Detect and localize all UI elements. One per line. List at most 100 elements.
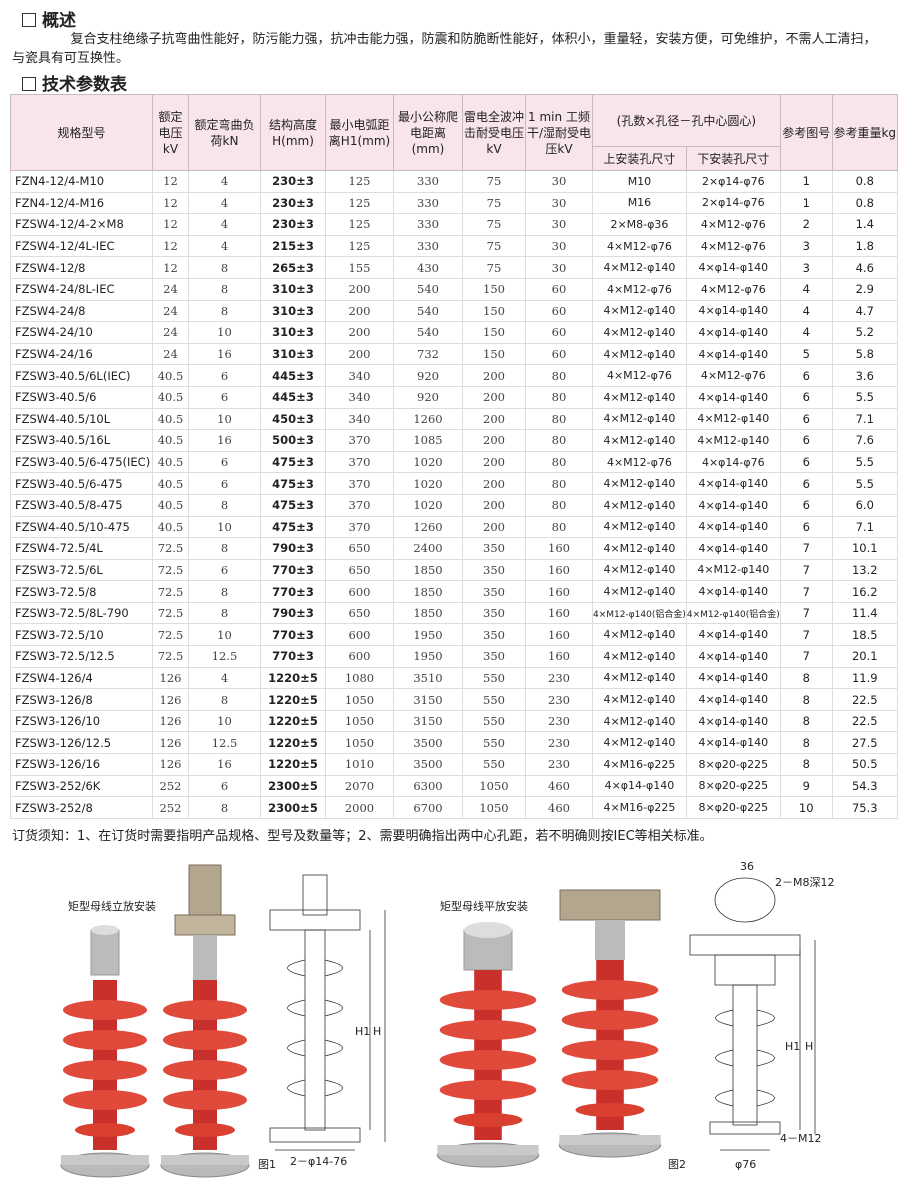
- table-cell: 450±3: [260, 407, 326, 431]
- table-cell: 230±3: [260, 191, 326, 215]
- table-cell: 6: [779, 493, 833, 517]
- table-cell: 475±3: [260, 450, 326, 474]
- table-cell: 4×φ14-φ140: [685, 515, 781, 539]
- table-cell: 150: [462, 277, 526, 301]
- table-cell: 30: [525, 170, 593, 193]
- table-cell: FZSW4-24/16: [10, 342, 153, 366]
- table-cell: 8×φ20-φ225: [685, 774, 781, 798]
- table-cell: M10: [592, 170, 687, 193]
- table-cell: 540: [393, 277, 463, 301]
- table-cell: 4×M12-φ140: [592, 321, 687, 344]
- table-cell: 72.5: [152, 558, 189, 582]
- table-cell: 770±3: [260, 580, 326, 603]
- table-cell: FZN4-12/4-M16: [10, 191, 153, 215]
- table-cell: 60: [525, 277, 593, 301]
- table-cell: 265±3: [260, 256, 326, 279]
- table-cell: 7: [779, 558, 833, 582]
- table-cell: 200: [462, 493, 526, 517]
- table-cell: 4×M16-φ225: [592, 753, 687, 776]
- table-cell: 550: [462, 731, 526, 755]
- table-cell: 1260: [393, 407, 463, 431]
- figure-label: 矩型母线平放安装: [440, 899, 528, 913]
- table-row: FZSW3-72.5/10 72.5 10 770±3 600 1950 350 160 4×M…: [10, 623, 898, 647]
- table-cell: 4×M12-φ140: [592, 558, 687, 582]
- table-cell: 12.5: [188, 645, 261, 668]
- table-cell: 4×φ14-φ140: [685, 688, 781, 711]
- table-cell: 8: [188, 601, 261, 625]
- table-cell: 200: [462, 429, 526, 452]
- table-cell: 200: [325, 277, 394, 301]
- table-row: FZN4-12/4-M16 12 4 230±3 125 330 75 30 M16 2×φ14-…: [10, 191, 898, 215]
- table-cell: 1220±5: [260, 709, 326, 733]
- table-cell: 920: [393, 364, 463, 387]
- table-cell: 4.6: [831, 256, 898, 279]
- table-cell: 370: [325, 493, 394, 517]
- table-cell: 40.5: [152, 515, 189, 539]
- table-cell: 1220±5: [260, 666, 326, 690]
- table-cell: 4×φ14-φ140: [685, 645, 781, 668]
- dimension: 4－M12: [780, 1132, 822, 1145]
- table-cell: 200: [462, 515, 526, 539]
- table-cell: 60: [525, 342, 593, 366]
- table-row: FZSW4-12/8 12 8 265±3 155 430 75 30 4×M12-φ140 4×…: [10, 256, 898, 279]
- figure-label: 矩型母线立放安装: [68, 899, 156, 913]
- table-row: FZSW3-40.5/6-475(IEC) 40.5 6 475±3 370 1020 20…: [10, 450, 898, 474]
- table-cell: 5.5: [831, 450, 898, 474]
- table-cell: 500±3: [260, 429, 326, 452]
- table-cell: 4×M12-φ140: [592, 472, 687, 495]
- table-cell: 1010: [325, 753, 394, 776]
- table-row: FZSW3-40.5/6L(IEC) 40.5 6 445±3 340 920 200 80 4…: [10, 364, 898, 387]
- table-cell: 6: [779, 364, 833, 387]
- table-cell: 2400: [393, 537, 463, 560]
- table-cell: 310±3: [260, 321, 326, 344]
- table-cell: 24: [152, 299, 189, 323]
- dimension: H1: [355, 1025, 370, 1038]
- table-cell: 5: [779, 342, 833, 366]
- table-cell: 4×φ14-φ140: [685, 537, 781, 560]
- header-cell: 雷电全波冲击耐受电压kV: [462, 94, 526, 171]
- table-cell: 350: [462, 623, 526, 647]
- table-cell: 6: [779, 429, 833, 452]
- table-cell: 13.2: [831, 558, 898, 582]
- table-cell: 1: [779, 170, 833, 193]
- table-cell: FZSW3-252/6K: [10, 774, 153, 798]
- table-cell: 350: [462, 580, 526, 603]
- table-cell: 460: [525, 796, 593, 819]
- table-cell: 8×φ20-φ225: [685, 753, 781, 776]
- table-cell: 10: [188, 321, 261, 344]
- table-cell: 4×φ14-φ140: [685, 385, 781, 409]
- table-cell: 125: [325, 234, 394, 258]
- table-cell: 540: [393, 321, 463, 344]
- table-cell: 75: [462, 170, 526, 193]
- table-cell: 4×φ14-φ140: [685, 299, 781, 323]
- table-cell: 2300±5: [260, 774, 326, 798]
- table-cell: 1260: [393, 515, 463, 539]
- table-cell: 8: [779, 688, 833, 711]
- table-cell: 1080: [325, 666, 394, 690]
- table-row: FZSW3-126/10 126 10 1220±5 1050 3150 550 230 4×M…: [10, 709, 898, 733]
- table-cell: 460: [525, 774, 593, 798]
- table-cell: 4×M12-φ76: [685, 234, 781, 258]
- table-cell: 8: [188, 796, 261, 819]
- table-cell: FZSW4-40.5/10L: [10, 407, 153, 431]
- table-cell: 4×M12-φ140: [592, 623, 687, 647]
- table-cell: 1950: [393, 645, 463, 668]
- drawing: [689, 877, 816, 1151]
- table-cell: 1: [779, 191, 833, 215]
- table-cell: 24: [152, 342, 189, 366]
- table-cell: 770±3: [260, 623, 326, 647]
- table-cell: FZSW4-24/8: [10, 299, 153, 323]
- header-cell: 上安装孔尺寸: [592, 146, 687, 171]
- table-cell: 7.6: [831, 429, 898, 452]
- table-cell: 24: [152, 321, 189, 344]
- table-cell: 72.5: [152, 645, 189, 668]
- table-cell: 80: [525, 407, 593, 431]
- table-cell: 4: [188, 213, 261, 236]
- table-cell: 2×φ14-φ76: [685, 191, 781, 215]
- table-cell: 200: [462, 407, 526, 431]
- table-row: FZSW4-72.5/4L 72.5 8 790±3 650 2400 350 160 4×M1…: [10, 537, 898, 560]
- table-cell: 75: [462, 234, 526, 258]
- table-cell: 600: [325, 580, 394, 603]
- table-cell: 732: [393, 342, 463, 366]
- table-cell: 7.1: [831, 407, 898, 431]
